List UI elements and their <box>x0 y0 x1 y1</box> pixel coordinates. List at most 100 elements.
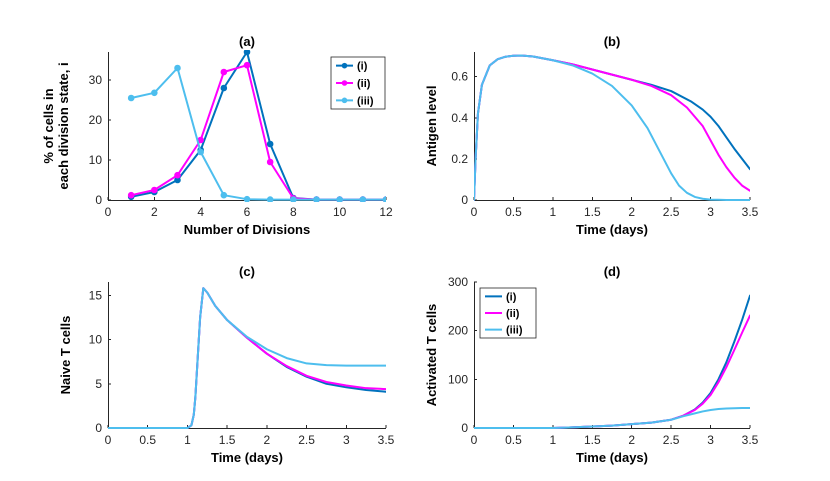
y-tick-label: 20 <box>89 113 103 127</box>
y-tick-label: 100 <box>448 372 468 386</box>
x-axis-label: Time (days) <box>576 450 648 465</box>
y-tick-label: 0.2 <box>451 152 468 166</box>
y-tick-label: 300 <box>448 275 468 289</box>
x-tick-label: 0 <box>471 205 478 219</box>
series-line-ii <box>474 54 750 201</box>
y-tick-label: 10 <box>89 153 103 167</box>
x-tick-label: 0 <box>471 433 478 447</box>
x-tick-label: 0.5 <box>139 433 156 447</box>
x-tick-label: 8 <box>290 205 297 219</box>
panel-b: 0 0.5 1 1.5 2 2.5 3 3.5 0 0.2 0.4 0.6 (b) Time (days)… <box>424 34 759 237</box>
data-point-ii <box>151 186 158 194</box>
data-point-iii <box>266 196 274 202</box>
x-axis-label: Time (days) <box>211 450 283 465</box>
x-tick-label: 2.5 <box>663 433 680 447</box>
series-line-iii <box>130 67 386 201</box>
data-point-iii <box>313 196 320 202</box>
series-group <box>127 50 386 202</box>
legend-label: (ii) <box>357 78 371 90</box>
series-line-ii <box>108 287 386 429</box>
x-tick-label: 2 <box>628 205 635 219</box>
series-group <box>474 294 750 429</box>
panel-title: (b) <box>604 34 621 49</box>
x-tick-label: 3.5 <box>378 433 395 447</box>
y-axis-label: each division state, i <box>56 62 71 189</box>
legend: (i) (ii) (iii) <box>479 287 537 339</box>
x-tick-label: 3.5 <box>742 433 759 447</box>
data-point-ii <box>243 61 251 69</box>
x-tick-label: 4 <box>197 205 204 219</box>
legend-marker-ii <box>341 80 348 86</box>
y-tick-label: 0 <box>95 193 102 207</box>
x-tick-label: 0 <box>105 433 112 447</box>
data-point-iii <box>290 196 297 202</box>
series-line-i <box>474 54 750 201</box>
data-point-iii <box>243 195 251 202</box>
y-tick-label: 0 <box>95 421 102 435</box>
y-axis-label: Naive T cells <box>58 316 73 395</box>
y-tick-label: 10 <box>89 333 103 347</box>
y-axis-label: Antigen level <box>424 86 439 167</box>
legend-label: (i) <box>506 291 517 303</box>
series-line-iii <box>108 287 386 429</box>
x-tick-label: 1 <box>184 433 191 447</box>
data-point-ii <box>266 158 274 166</box>
data-point-iii <box>151 89 158 97</box>
x-tick-label: 3 <box>343 433 350 447</box>
series-group <box>108 287 386 429</box>
legend-label: (ii) <box>506 308 520 320</box>
data-point-ii <box>127 191 135 199</box>
y-tick-label: 0 <box>461 421 468 435</box>
legend: (i) (ii) (iii) <box>330 56 386 110</box>
legend-label: (i) <box>357 61 368 73</box>
x-tick-label: 0.5 <box>505 205 522 219</box>
x-tick-label: 12 <box>379 205 393 219</box>
legend-label: (iii) <box>506 325 523 337</box>
data-point-ii <box>220 68 228 76</box>
data-point-iii <box>359 196 367 202</box>
data-point-iii <box>197 148 204 156</box>
data-point-i <box>220 84 228 92</box>
panel-d: 0 0.5 1 1.5 2 2.5 3 3.5 0 100 200 300 (d) Time (days)… <box>424 264 759 465</box>
data-point-iii <box>336 196 343 202</box>
y-axis-label: Activated T cells <box>424 304 439 407</box>
data-point-iii <box>127 94 135 102</box>
x-tick-label: 6 <box>244 205 251 219</box>
y-tick-label: 0 <box>461 193 468 207</box>
x-tick-label: 2 <box>264 433 271 447</box>
y-tick-label: 200 <box>448 324 468 338</box>
y-tick-label: 30 <box>89 73 103 87</box>
x-tick-label: 3 <box>707 205 714 219</box>
y-tick-label: 15 <box>89 288 103 302</box>
x-tick-label: 0 <box>105 205 112 219</box>
panel-title: (d) <box>604 264 621 279</box>
data-point-iii <box>220 191 228 199</box>
x-tick-label: 3 <box>707 433 714 447</box>
x-tick-label: 1.5 <box>584 433 601 447</box>
y-tick-label: 0.4 <box>451 111 468 125</box>
panel-c: 0 0.5 1 1.5 2 2.5 3 3.5 0 5 10 15 (c) Time (days) Naiv… <box>58 264 395 465</box>
x-tick-label: 2.5 <box>663 205 680 219</box>
data-point-iii <box>382 196 386 202</box>
x-tick-label: 2 <box>628 433 635 447</box>
x-tick-label: 2 <box>151 205 158 219</box>
data-point-iii <box>174 64 181 72</box>
legend-marker-iii <box>341 97 348 104</box>
y-axis-label: % of cells in <box>41 88 56 163</box>
x-tick-label: 1.5 <box>584 205 601 219</box>
x-tick-label: 1 <box>550 433 557 447</box>
x-tick-label: 2.5 <box>298 433 315 447</box>
data-point-i <box>243 50 251 56</box>
legend-label: (iii) <box>357 95 374 107</box>
x-tick-label: 1.5 <box>219 433 236 447</box>
series-line-iii <box>474 407 750 429</box>
series-group <box>474 54 750 201</box>
legend-marker-i <box>341 62 348 69</box>
panel-title: (a) <box>239 34 255 49</box>
x-tick-label: 0.5 <box>505 433 522 447</box>
x-tick-label: 1 <box>550 205 557 219</box>
x-axis-label: Time (days) <box>576 222 648 237</box>
x-tick-label: 3.5 <box>742 205 759 219</box>
data-point-i <box>266 140 274 148</box>
